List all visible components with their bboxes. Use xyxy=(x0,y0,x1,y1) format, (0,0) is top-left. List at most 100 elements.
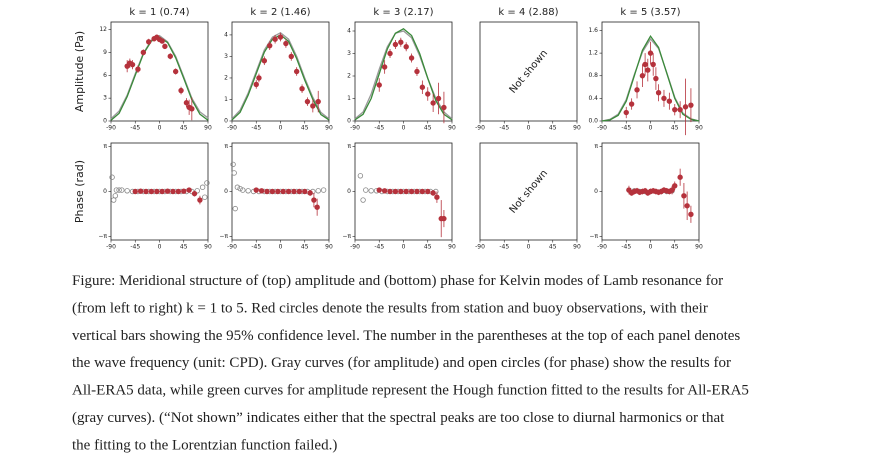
point xyxy=(414,188,420,195)
open-point xyxy=(109,174,115,180)
x-tick-label: 45 xyxy=(424,125,432,132)
y-tick-label: 3 xyxy=(103,95,107,102)
y-tick-label: 1.2 xyxy=(588,50,598,57)
x-tick-label: -90 xyxy=(350,125,360,132)
caption-line: the wave frequency (unit: CPD). Gray cur… xyxy=(72,355,731,371)
point xyxy=(398,39,404,45)
x-tick-label: 90 xyxy=(325,125,333,132)
point xyxy=(653,75,659,82)
y-tick-label: 0 xyxy=(347,118,351,125)
open-point xyxy=(368,188,374,194)
y-tick-label: 0.4 xyxy=(588,95,598,102)
point xyxy=(650,61,656,68)
x-tick-label: 45 xyxy=(671,125,679,132)
open-point xyxy=(240,187,246,193)
panel-title: k = 4 (2.88) xyxy=(498,7,558,18)
point xyxy=(178,87,184,94)
y-axis-label: Phase (rad) xyxy=(73,160,86,223)
open-point xyxy=(202,194,208,200)
point xyxy=(623,109,629,116)
point xyxy=(140,49,147,56)
y-tick-label: 4 xyxy=(224,31,228,38)
x-tick-label: 90 xyxy=(325,244,333,251)
x-tick-label: -90 xyxy=(106,244,116,251)
point xyxy=(672,106,678,113)
x-tick-label: 90 xyxy=(204,244,212,251)
point xyxy=(677,174,683,180)
x-tick-label: 45 xyxy=(671,244,679,251)
point xyxy=(430,190,436,196)
x-tick-label: 45 xyxy=(180,244,188,251)
y-tick-label: −π xyxy=(219,233,228,240)
y-tick-label: 12 xyxy=(99,26,107,33)
y-tick-label: 0 xyxy=(224,118,228,125)
point xyxy=(688,102,694,108)
x-tick-label: -90 xyxy=(106,125,116,132)
open-point xyxy=(320,187,327,193)
x-tick-label: 45 xyxy=(301,125,309,132)
x-tick-label: 45 xyxy=(549,244,557,251)
x-tick-label: -45 xyxy=(621,125,631,132)
x-tick-label: -90 xyxy=(227,244,237,251)
point xyxy=(280,188,286,195)
point xyxy=(672,183,678,189)
point xyxy=(253,81,259,88)
x-tick-label: 0 xyxy=(649,125,653,132)
open-point xyxy=(232,205,238,212)
y-tick-label: 4 xyxy=(347,28,351,35)
open-point xyxy=(230,161,236,168)
y-tick-label: 3 xyxy=(224,53,228,60)
point xyxy=(283,40,289,47)
y-tick-label: 2 xyxy=(347,73,351,80)
point xyxy=(645,67,651,73)
point xyxy=(143,188,149,195)
point xyxy=(434,194,440,200)
caption-line: Figure: Meridional structure of (top) am… xyxy=(72,273,723,289)
point xyxy=(403,44,409,50)
point xyxy=(132,188,138,195)
open-point xyxy=(315,188,321,194)
open-point xyxy=(360,197,366,203)
x-tick-label: -45 xyxy=(130,244,140,251)
point xyxy=(419,188,426,195)
open-point xyxy=(204,180,210,186)
point xyxy=(666,98,673,104)
point xyxy=(272,36,278,42)
x-tick-label: -90 xyxy=(597,125,607,132)
point xyxy=(441,215,447,222)
y-tick-label: 1 xyxy=(347,95,351,102)
y-tick-label: 3 xyxy=(347,50,351,57)
y-tick-label: −π xyxy=(342,233,351,240)
point xyxy=(170,188,176,195)
y-tick-label: π xyxy=(103,143,107,150)
point xyxy=(288,53,294,60)
x-tick-label: 90 xyxy=(573,125,581,132)
x-tick-label: 45 xyxy=(424,244,432,251)
point xyxy=(258,188,265,194)
point xyxy=(639,73,646,79)
x-tick-label: 90 xyxy=(695,244,703,251)
point xyxy=(314,204,320,210)
open-point xyxy=(363,187,369,193)
point xyxy=(425,91,431,97)
point xyxy=(183,100,190,106)
y-tick-label: 0.0 xyxy=(588,118,598,125)
panel-title: k = 1 (0.74) xyxy=(129,7,189,18)
point xyxy=(681,193,687,199)
y-tick-label: −π xyxy=(98,233,107,240)
point xyxy=(256,75,262,81)
caption-line: the fitting to the Lorentzian function f… xyxy=(72,437,337,453)
point xyxy=(275,188,281,195)
point xyxy=(159,188,165,195)
point xyxy=(304,98,311,105)
point xyxy=(425,188,431,195)
open-point xyxy=(237,185,243,192)
y-tick-label: 1 xyxy=(224,96,228,103)
point xyxy=(414,68,420,75)
y-axis-label: Amplitude (Pa) xyxy=(73,31,86,112)
point xyxy=(137,188,144,194)
x-tick-label: 45 xyxy=(180,125,188,132)
curve xyxy=(601,34,700,122)
panel-title: k = 2 (1.46) xyxy=(250,7,310,18)
point xyxy=(628,101,635,107)
